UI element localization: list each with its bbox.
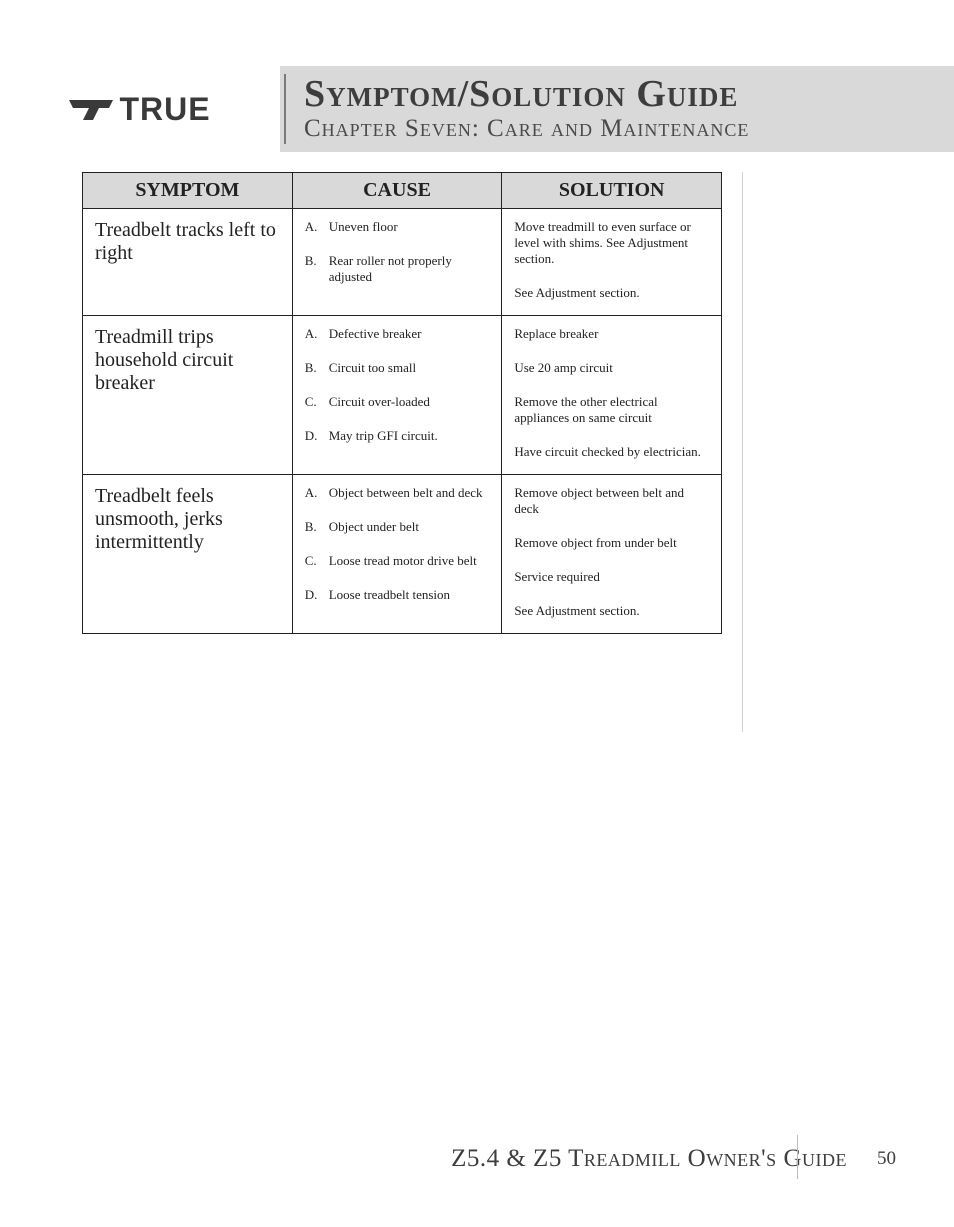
cause-cell: A.Uneven floor B.Rear roller not properl… xyxy=(292,209,502,316)
cause-item: D.May trip GFI circuit. xyxy=(305,428,490,444)
chapter-subtitle: Chapter Seven: Care and Maintenance xyxy=(304,115,942,143)
solution-cell: Move treadmill to even surface or level … xyxy=(502,209,722,316)
page-number: 50 xyxy=(877,1148,896,1170)
symptom-table: SYMPTOM CAUSE SOLUTION Treadbelt tracks … xyxy=(82,172,722,634)
table-row: Treadbelt tracks left to right A.Uneven … xyxy=(83,209,722,316)
cause-cell: A.Object between belt and deck B.Object … xyxy=(292,475,502,634)
solution-cell: Remove object between belt and deck Remo… xyxy=(502,475,722,634)
table-header-row: SYMPTOM CAUSE SOLUTION xyxy=(83,173,722,209)
table-row: Treadbelt feels unsmooth, jerks intermit… xyxy=(83,475,722,634)
solution-item: See Adjustment section. xyxy=(514,603,709,619)
brand-logo: TRUE xyxy=(69,91,210,128)
footer-title: Z5.4 & Z5 Treadmill Owner's Guide xyxy=(451,1145,847,1173)
cause-item: B.Rear roller not properly adjusted xyxy=(305,253,490,285)
cause-item: B.Circuit too small xyxy=(305,360,490,376)
header-band: TRUE Symptom/Solution Guide Chapter Seve… xyxy=(0,66,954,152)
cause-item: A.Defective breaker xyxy=(305,326,490,342)
cause-item: A.Object between belt and deck xyxy=(305,485,490,501)
footer-divider xyxy=(797,1135,798,1179)
solution-item: Remove object between belt and deck xyxy=(514,485,709,517)
symptom-cell: Treadbelt tracks left to right xyxy=(83,209,293,316)
solution-item: Replace breaker xyxy=(514,326,709,342)
cause-item: A.Uneven floor xyxy=(305,219,490,235)
solution-item: See Adjustment section. xyxy=(514,285,709,301)
logo-mark-icon xyxy=(69,96,113,122)
table-row: Treadmill trips household circuit breake… xyxy=(83,316,722,475)
col-cause: CAUSE xyxy=(292,173,502,209)
solution-item: Use 20 amp circuit xyxy=(514,360,709,376)
solution-item: Service required xyxy=(514,569,709,585)
cause-item: C.Circuit over-loaded xyxy=(305,394,490,410)
symptom-cell: Treadbelt feels unsmooth, jerks intermit… xyxy=(83,475,293,634)
col-symptom: SYMPTOM xyxy=(83,173,293,209)
symptom-table-wrap: SYMPTOM CAUSE SOLUTION Treadbelt tracks … xyxy=(82,172,722,634)
solution-item: Have circuit checked by electrician. xyxy=(514,444,709,460)
brand-name: TRUE xyxy=(119,91,210,128)
page: TRUE Symptom/Solution Guide Chapter Seve… xyxy=(0,0,954,1227)
cause-item: C.Loose tread motor drive belt xyxy=(305,553,490,569)
symptom-cell: Treadmill trips household circuit breake… xyxy=(83,316,293,475)
solution-item: Remove the other electrical appliances o… xyxy=(514,394,709,426)
logo-block: TRUE xyxy=(0,66,280,152)
solution-cell: Replace breaker Use 20 amp circuit Remov… xyxy=(502,316,722,475)
page-title: Symptom/Solution Guide xyxy=(304,75,942,115)
col-solution: SOLUTION xyxy=(502,173,722,209)
right-margin-rule xyxy=(742,172,743,732)
cause-cell: A.Defective breaker B.Circuit too small … xyxy=(292,316,502,475)
header-divider xyxy=(284,74,286,144)
footer: Z5.4 & Z5 Treadmill Owner's Guide 50 xyxy=(0,1135,954,1183)
title-block: Symptom/Solution Guide Chapter Seven: Ca… xyxy=(304,75,954,142)
solution-item: Remove object from under belt xyxy=(514,535,709,551)
cause-item: B.Object under belt xyxy=(305,519,490,535)
solution-item: Move treadmill to even surface or level … xyxy=(514,219,709,267)
cause-item: D.Loose treadbelt tension xyxy=(305,587,490,603)
